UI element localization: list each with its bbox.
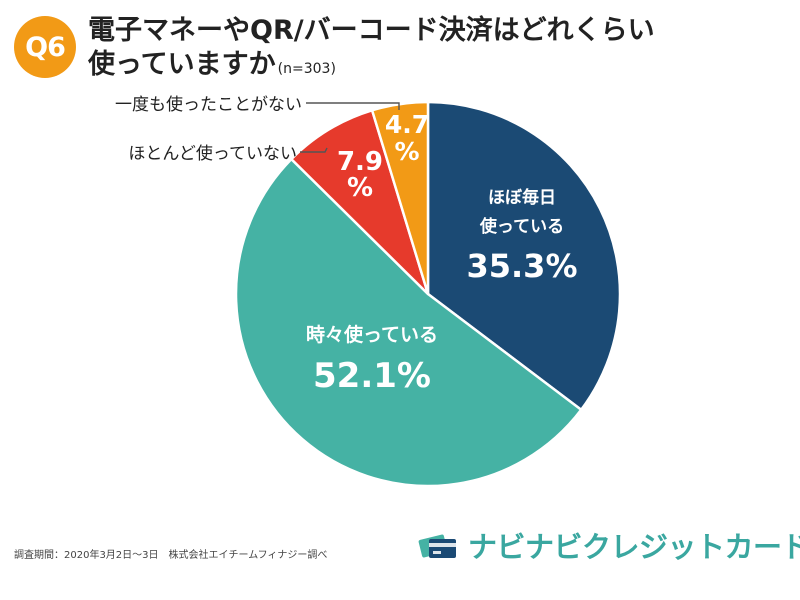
pie-slice: [426, 100, 622, 412]
slice-value-label: 52.1%: [313, 356, 431, 396]
question-badge: Q6: [14, 16, 76, 78]
page-title: 電子マネーやQR/バーコード決済はどれくらい 使っていますか (n=303): [88, 14, 788, 86]
sample-size: (n=303): [277, 61, 336, 77]
slice-value-label: 7.9: [337, 147, 383, 177]
slice-label: 時々使っている: [306, 324, 438, 346]
slice-external-label: 一度も使ったことがない: [115, 94, 302, 115]
slice-value-label: %: [394, 137, 419, 166]
leader-line: [300, 147, 328, 153]
pie-slice: [370, 100, 430, 296]
slice-value-label: 35.3%: [466, 247, 577, 285]
source-note: 調査期間：2020年3月2日〜3日 株式会社エイチームフィナジー調べ: [14, 550, 328, 561]
slice-external-label: ほとんど使っていない: [128, 143, 297, 164]
slice-label: ほぼ毎日: [488, 187, 556, 208]
slice-value-label: %: [347, 173, 373, 203]
credit-card-icon: [418, 534, 456, 558]
leader-line: [306, 102, 400, 110]
title-line-2-text: 使っていますか: [88, 49, 276, 80]
slice-value-label: 4.7: [385, 110, 429, 139]
slice-label: 使っている: [479, 216, 564, 237]
pie-slice: [290, 109, 430, 296]
brand-name: ナビナビクレジットカード: [468, 530, 800, 564]
brand-logo: ナビナビクレジットカード: [418, 524, 800, 566]
title-line-2: 使っていますか (n=303): [88, 48, 788, 86]
pie-slice: [234, 157, 583, 488]
title-line-1: 電子マネーやQR/バーコード決済はどれくらい: [88, 15, 655, 46]
